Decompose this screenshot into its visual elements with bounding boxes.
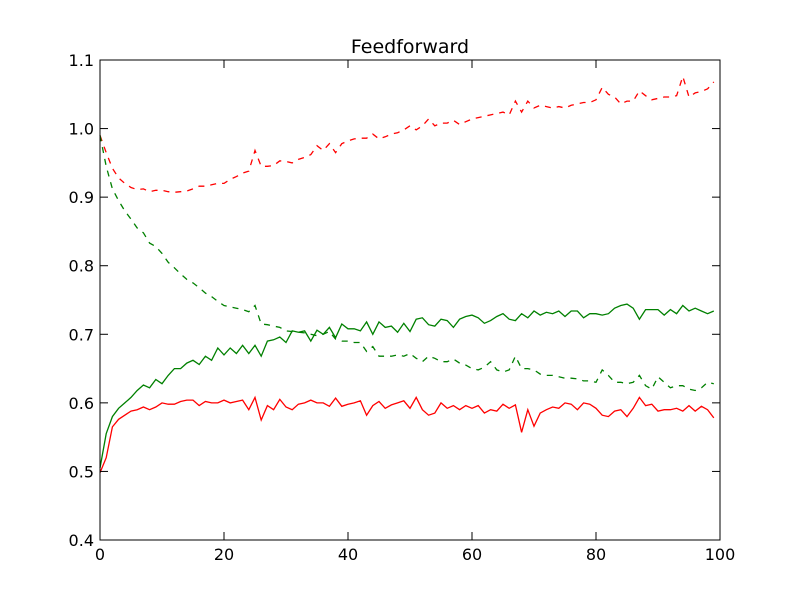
- series-line-0: [99, 74, 715, 193]
- series-line-1: [99, 135, 714, 392]
- y-tick-label: 0.7: [69, 325, 94, 344]
- y-tick-label: 0.5: [69, 462, 94, 481]
- y-tick-label: 0.9: [69, 188, 94, 207]
- x-tick-label: 80: [586, 545, 606, 564]
- y-tick-label: 0.8: [69, 257, 94, 276]
- tick-layer: 0 20 40 60 80 100 0.4 0.5 0.6 0.7 0.8 0.9 1.0 1.1: [69, 51, 736, 564]
- x-tick-label: 0: [95, 545, 105, 564]
- x-tick-label: 60: [462, 545, 482, 564]
- x-tick-label: 20: [214, 545, 234, 564]
- x-tick-label: 40: [338, 545, 358, 564]
- series-layer: [99, 74, 715, 474]
- y-tick-label: 1.1: [69, 51, 94, 70]
- y-tick-label: 0.4: [69, 531, 94, 550]
- y-tick-label: 1.0: [69, 120, 94, 139]
- x-tick-label: 100: [705, 545, 736, 564]
- plot-frame: [99, 59, 721, 541]
- chart-title: Feedforward: [351, 36, 469, 58]
- y-tick-label: 0.6: [69, 394, 94, 413]
- series-line-2: [99, 303, 715, 469]
- series-line-3: [99, 395, 715, 474]
